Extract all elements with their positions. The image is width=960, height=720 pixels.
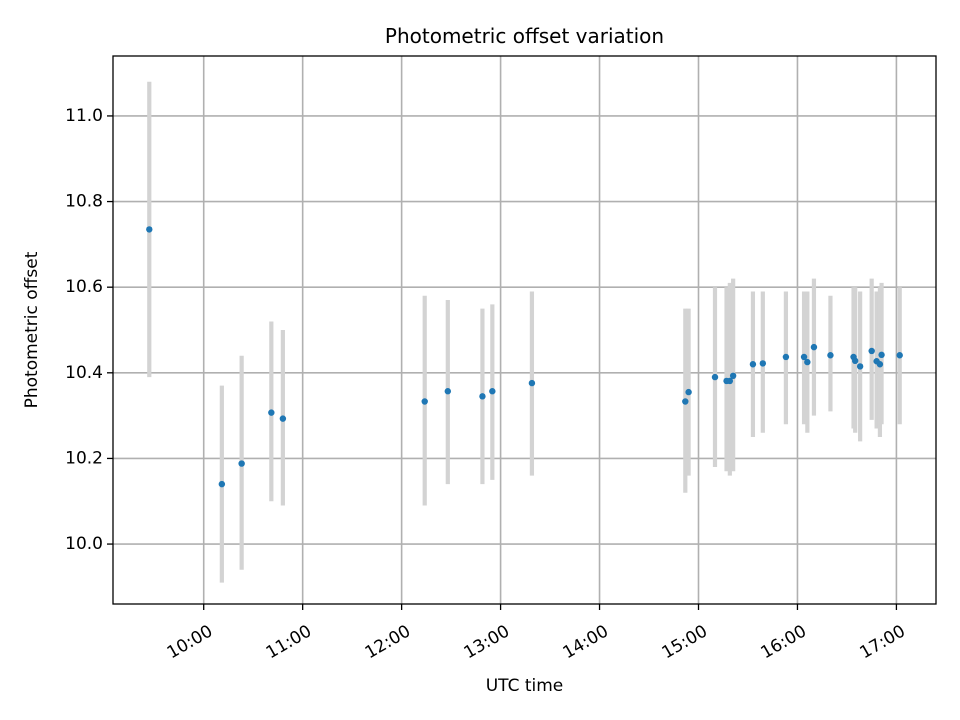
- data-point: [759, 360, 767, 367]
- y-tick-label: 10.2: [65, 448, 103, 468]
- data-point: [896, 352, 903, 359]
- data-point: [218, 480, 226, 488]
- data-point: [421, 398, 428, 405]
- y-tick-label: 10.4: [65, 363, 103, 383]
- plot-frame: [112, 55, 937, 605]
- data-point: [749, 361, 757, 368]
- data-point: [851, 357, 859, 365]
- y-tick-label: 10.8: [65, 192, 103, 212]
- x-axis-label: UTC time: [486, 676, 564, 696]
- data-point: [238, 460, 245, 467]
- data-point: [800, 353, 808, 361]
- data-point: [146, 226, 153, 233]
- data-point: [729, 372, 737, 380]
- grid-layer: [113, 56, 936, 604]
- data-point: [856, 363, 864, 370]
- data-point: [279, 415, 287, 422]
- data-point: [726, 377, 734, 385]
- data-point: [827, 352, 834, 359]
- chart-title: Photometric offset variation: [385, 24, 664, 48]
- data-point: [711, 373, 719, 381]
- data-point: [682, 398, 689, 405]
- data-point: [782, 353, 790, 361]
- data-point: [489, 388, 496, 395]
- data-point: [878, 351, 885, 359]
- data-point-layer: [146, 226, 903, 488]
- y-axis-label: Photometric offset: [22, 251, 42, 408]
- data-point: [876, 361, 884, 368]
- data-point: [804, 358, 811, 366]
- data-point: [528, 379, 536, 387]
- data-point: [444, 388, 452, 395]
- y-tick-label: 10.0: [65, 534, 103, 554]
- data-point: [268, 409, 275, 416]
- data-point: [868, 347, 875, 355]
- y-tick-label: 11.0: [65, 106, 103, 126]
- data-point: [685, 388, 692, 396]
- y-tick-label: 10.6: [65, 277, 103, 297]
- data-point: [810, 343, 818, 351]
- data-point: [479, 393, 486, 400]
